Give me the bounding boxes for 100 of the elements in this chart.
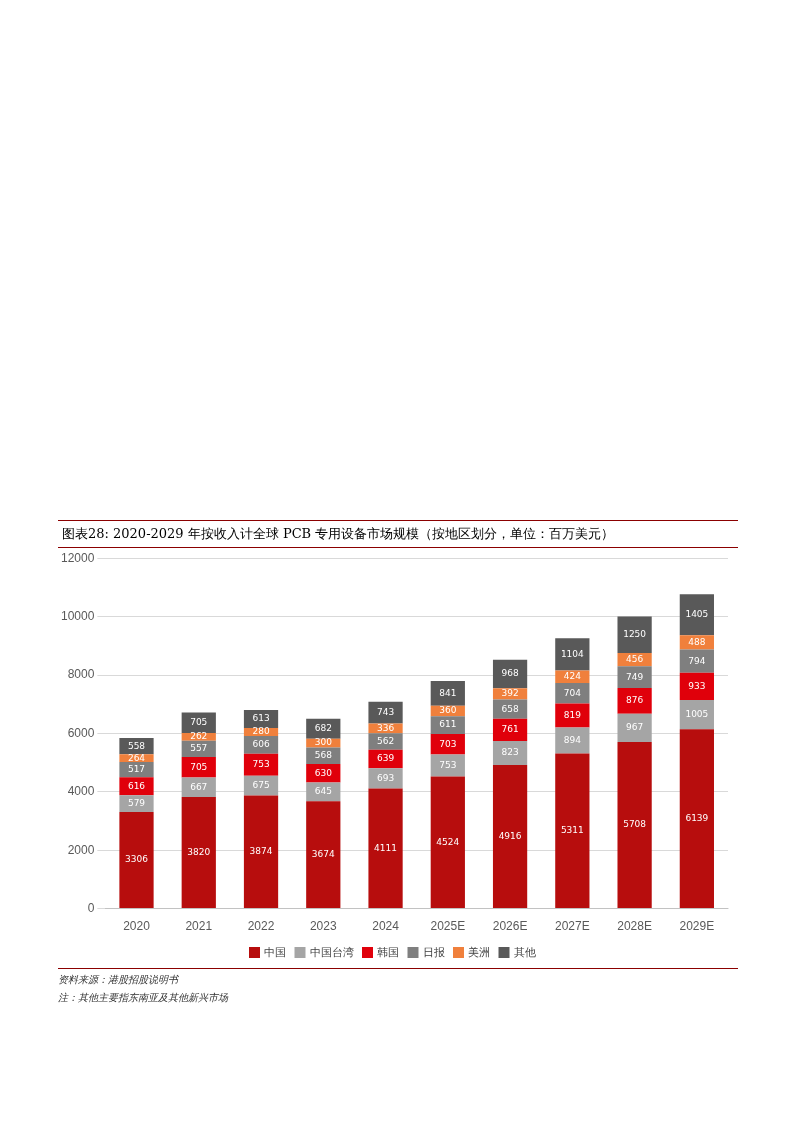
x-tick-label: 2028E [617,919,652,934]
data-label: 704 [563,687,582,698]
data-label: 1005 [685,709,709,720]
data-label: 517 [127,763,146,774]
data-label: 3820 [187,846,211,857]
legend-label: 韩国 [377,945,399,958]
bar [617,616,652,653]
bar [368,788,403,909]
data-label: 424 [563,671,582,682]
x-tick-label: 2024 [372,919,400,934]
data-label: 568 [314,750,333,761]
data-label: 611 [439,719,457,730]
data-label: 360 [439,705,457,716]
data-label: 3874 [249,846,273,857]
data-label: 749 [626,671,644,682]
bar [679,672,714,700]
data-label: 823 [501,747,519,758]
legend-label: 中国 [264,945,286,958]
bar [306,801,341,909]
data-label: 693 [376,772,395,783]
legend-label: 美洲 [468,945,490,958]
data-label: 876 [626,695,644,706]
chart-title: 图表28: 2020-2029 年按收入计全球 PCB 专用设备市场规模（按地区划分，单位：百万美元） [58,520,738,548]
bar [368,701,403,724]
data-label: 280 [252,726,270,737]
data-label: 262 [190,731,208,742]
data-label: 4916 [498,830,522,841]
data-label: 1405 [685,609,709,620]
data-label: 645 [314,786,332,797]
data-label: 933 [688,680,706,691]
bar [679,729,714,909]
bar [555,638,590,671]
data-label: 616 [127,780,146,791]
bar [492,765,528,909]
y-tick-label: 4000 [67,784,95,799]
data-label: 3306 [125,854,149,865]
x-tick-label: 2020 [123,919,151,934]
y-tick-label: 6000 [67,725,95,740]
bar [243,795,279,909]
data-label: 675 [252,779,270,790]
bar [119,812,154,909]
data-label: 1250 [623,629,647,640]
data-label: 3674 [311,849,336,860]
data-label: 703 [439,738,457,749]
text: 注：其他主要指东南亚及其他新兴市场 [58,991,230,1005]
data-label: 705 [190,761,208,772]
data-label: 4524 [436,836,460,847]
bar [430,776,465,909]
x-tick-label: 2021 [185,919,213,934]
data-label: 967 [626,722,644,733]
data-label: 682 [314,723,332,734]
bar [181,756,216,778]
data-label: 743 [376,706,395,717]
bar [679,594,714,636]
bar [617,741,652,909]
bar [430,681,465,706]
y-tick-label: 12000 [60,550,95,565]
data-label: 761 [501,724,519,735]
data-label: 336 [376,722,395,733]
bar [555,703,590,728]
data-label: 819 [563,709,582,720]
data-label: 5311 [560,825,584,836]
data-label: 968 [501,668,519,679]
data-label: 5708 [623,819,647,830]
legend-label: 日报 [422,945,445,958]
bar [617,713,652,742]
data-label: 264 [127,752,146,763]
legend-label: 中国台湾 [309,945,354,958]
data-label: 579 [127,797,146,808]
data-label: 300 [314,737,333,748]
x-tick-label: 2022 [247,919,275,934]
y-tick-label: 0 [87,900,95,915]
data-label: 456 [626,653,644,664]
data-label: 753 [439,759,457,770]
bar [119,795,154,813]
y-tick-label: 8000 [67,667,95,682]
data-label: 6139 [685,813,709,824]
data-label: 1104 [560,648,585,659]
data-label: 630 [314,767,333,778]
x-tick-label: 2023 [309,919,337,934]
bar [555,727,590,754]
data-label: 613 [252,713,270,724]
bar [555,753,590,909]
bar [368,733,403,750]
data-label: 794 [688,655,706,666]
data-label: 705 [190,717,208,728]
bar [617,666,652,689]
x-tick-label: 2025E [430,919,466,934]
data-label: 606 [252,739,270,750]
bar [181,797,216,909]
bar [617,688,652,714]
data-label: 894 [563,734,582,745]
data-label: 558 [127,740,146,751]
legend-label: 其他 [513,945,536,958]
bar [430,733,465,755]
data-label: 639 [376,753,395,764]
data-label: 841 [439,687,457,698]
data-label: 4111 [374,842,398,853]
data-label: 488 [688,636,706,647]
x-tick-label: 2026E [492,919,528,934]
